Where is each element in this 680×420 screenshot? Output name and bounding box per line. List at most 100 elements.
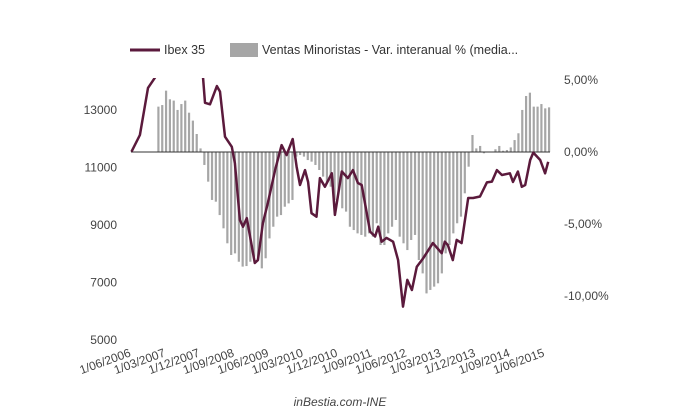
ventas-bar — [276, 152, 279, 217]
ventas-bar — [157, 106, 160, 152]
ventas-bar — [375, 152, 378, 224]
ventas-bar — [494, 149, 497, 152]
ventas-bar — [413, 152, 417, 235]
source-label: inBestia.com-INE — [294, 395, 388, 409]
ventas-bar — [402, 152, 405, 244]
ventas-bar — [318, 152, 321, 170]
ventas-bar — [302, 152, 306, 157]
ventas-bar — [245, 152, 248, 267]
ventas-bar — [367, 152, 371, 234]
ventas-bar — [287, 152, 290, 204]
ventas-bar — [168, 99, 171, 152]
ventas-bar — [260, 152, 263, 269]
ventas-bar — [348, 152, 352, 227]
ventas-bar — [524, 95, 528, 152]
ventas-bar — [517, 133, 520, 152]
ventas-bars — [157, 90, 551, 294]
ventas-bar — [532, 106, 535, 152]
ventas-bar — [291, 152, 294, 200]
ventas-bar — [214, 152, 217, 202]
ventas-bar — [387, 152, 390, 234]
ventas-bar — [295, 152, 298, 157]
ventas-bar — [444, 152, 447, 254]
ventas-bar — [360, 152, 363, 235]
ventas-bar — [498, 145, 501, 152]
left-tick-label: 5000 — [90, 333, 117, 347]
ventas-bar — [279, 152, 283, 216]
ventas-bar — [425, 152, 428, 294]
ventas-bar — [429, 152, 432, 290]
ventas-bar — [337, 152, 340, 194]
ventas-bar — [398, 152, 401, 237]
ventas-bar — [513, 140, 516, 152]
ventas-bar — [249, 152, 252, 262]
ventas-bar — [222, 152, 225, 229]
ventas-bar — [436, 152, 440, 284]
ventas-bar — [390, 152, 394, 227]
ventas-bar — [325, 152, 329, 184]
legend-bar-swatch — [230, 43, 258, 57]
ventas-bar — [306, 152, 309, 161]
ventas-bar — [482, 152, 486, 154]
ventas-bar — [210, 152, 214, 200]
ventas-bar — [463, 152, 466, 194]
ventas-bar — [161, 105, 164, 152]
ventas-bar — [344, 152, 348, 212]
ventas-bar — [456, 152, 459, 224]
ventas-bar — [433, 152, 436, 287]
ventas-bar — [164, 90, 168, 152]
ventas-bar — [272, 152, 275, 227]
ventas-bar — [544, 108, 547, 152]
ventas-bar — [195, 134, 198, 152]
legend: Ibex 35 Ventas Minoristas - Var. interan… — [130, 43, 518, 57]
ventas-bar — [540, 104, 543, 152]
legend-label-ventas: Ventas Minoristas - Var. interanual % (m… — [262, 43, 518, 57]
ventas-bar — [218, 152, 221, 216]
ventas-bar — [364, 152, 367, 237]
ventas-bar — [203, 152, 206, 165]
ventas-bar — [509, 147, 512, 152]
ventas-bar — [417, 152, 420, 260]
x-axis: 1/06/20061/03/20071/12/20071/09/20081/06… — [78, 346, 547, 378]
ventas-bar — [394, 152, 397, 220]
ventas-bar — [467, 152, 470, 167]
right-tick-label: 5,00% — [564, 73, 598, 87]
ventas-bar — [352, 152, 355, 231]
ventas-bar — [233, 152, 237, 254]
ventas-bar — [475, 148, 478, 152]
left-tick-label: 13000 — [84, 103, 118, 117]
ventas-bar — [383, 152, 386, 246]
ventas-bar — [452, 152, 455, 234]
ventas-bar — [176, 109, 179, 152]
ventas-bar — [329, 152, 332, 187]
ventas-bar — [241, 152, 244, 267]
ventas-bar — [299, 152, 302, 156]
ventas-bar — [536, 106, 539, 152]
left-tick-label: 9000 — [90, 218, 117, 232]
right-tick-label: 0,00% — [564, 145, 598, 159]
right-axis: 5,00% 0,00% -5,00% -10,00% — [564, 73, 609, 303]
ventas-bar — [479, 145, 482, 152]
ventas-bar — [191, 120, 194, 152]
ventas-bar — [264, 152, 267, 259]
ventas-bar — [230, 152, 233, 255]
ventas-bar — [371, 152, 374, 237]
ventas-bar — [184, 100, 187, 152]
ventas-bar — [341, 152, 344, 209]
ventas-bar — [502, 150, 505, 152]
left-axis: 13000 11000 9000 7000 5000 — [84, 103, 118, 347]
ventas-bar — [256, 152, 260, 260]
ventas-bar — [226, 152, 229, 244]
ventas-bar — [379, 152, 382, 246]
ibex-line — [130, 78, 550, 308]
ventas-bar — [547, 107, 551, 152]
left-tick-label: 7000 — [90, 276, 117, 290]
ventas-bar — [333, 152, 336, 200]
ventas-bar — [406, 152, 409, 251]
ventas-bar — [410, 152, 413, 240]
legend-label-ibex: Ibex 35 — [164, 43, 205, 57]
ventas-bar — [180, 104, 183, 152]
left-tick-label: 11000 — [85, 161, 118, 175]
ventas-bar — [440, 152, 443, 274]
